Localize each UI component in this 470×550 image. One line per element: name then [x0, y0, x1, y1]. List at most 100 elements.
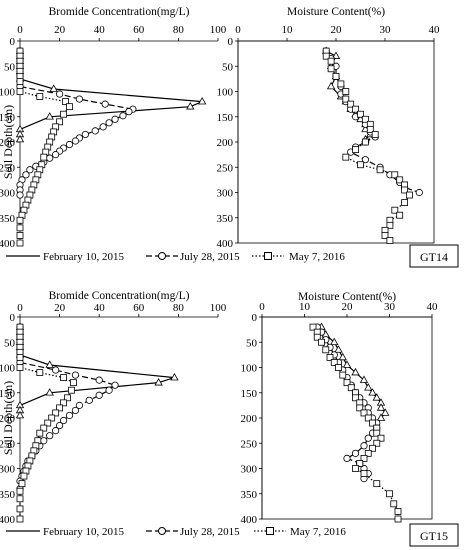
moisture-gt15-point-triangle [330, 337, 339, 346]
gt14-label: GT14 [420, 250, 448, 264]
moisture-gt14-point-square [352, 146, 360, 153]
moisture-gt14-point-circle [415, 188, 423, 197]
bromide-gt14-point-circle [75, 95, 84, 103]
bromide-gt14-point-circle [71, 137, 80, 145]
bromide-gt15-y-tick-label: 50 [4, 337, 16, 349]
bromide-gt15-point-circle [71, 406, 80, 415]
bromide-gt15-x-tick-label: 0 [17, 302, 23, 314]
bromide-gt14-point-circle [101, 100, 109, 108]
moisture-gt14-point-triangle [326, 81, 336, 90]
moisture-gt15-x-tick-label: 40 [427, 301, 439, 313]
moisture-gt15-y-tick-label: 300 [241, 464, 258, 476]
bromide-gt15-point-circle [52, 427, 60, 435]
bromide-gt15-y-tick-label: 250 [0, 438, 16, 450]
bromide-gt15-title: Bromide Concentration(mg/L) [49, 290, 190, 302]
moisture-gt14-point-circle [361, 156, 369, 164]
legend-may-label-2: May 7, 2016 [290, 526, 346, 538]
bromide-gt15-point-triangle [170, 372, 179, 381]
bromide-gt15-point-square [70, 379, 77, 387]
bromide-gt15-point-square [44, 419, 52, 427]
moisture-gt15-y-tick-label: 350 [241, 489, 258, 501]
moisture-gt15-point-triangle [338, 352, 347, 361]
moisture-gt14-point-square [342, 95, 350, 103]
moisture-gt15-point-square [386, 490, 393, 498]
bromide-gt15-x-tick-label: 100 [210, 302, 227, 314]
bromide-gt15-y-tick-label: 100 [0, 363, 16, 375]
bromide-gt14-y-tick-label: 50 [4, 61, 16, 73]
bromide-gt15-point-square [18, 480, 26, 488]
bromide-gt14-point-triangle [186, 102, 195, 110]
bromide-gt14-point-square [16, 232, 24, 239]
moisture-gt14-point-square [381, 232, 389, 239]
bromide-gt14-point-square [62, 98, 69, 105]
bromide-gt14-x-tick-label: 20 [54, 24, 66, 36]
moisture-gt15-y-tick-label: 200 [241, 413, 258, 425]
bromide-gt14-point-circle [119, 112, 127, 120]
moisture-gt15-y-tick-label: 150 [241, 388, 258, 400]
moisture-gt15-point-square [347, 384, 355, 392]
moisture-gt15-point-square [369, 419, 376, 427]
moisture-gt14-point-square [332, 72, 340, 80]
moisture-gt15-point-square [373, 429, 381, 437]
bromide-gt15-point-square [16, 495, 24, 503]
moisture-gt15-point-triangle [381, 408, 390, 416]
moisture-gt15-point-square [360, 409, 368, 417]
legend-may-marker [264, 252, 272, 260]
bromide-gt15-point-triangle [45, 360, 54, 368]
bromide-gt14-point-circle [52, 151, 60, 159]
bromide-gt14-point-square [16, 239, 24, 247]
bromide-gt14-point-square [16, 88, 24, 95]
moisture-gt14-point-square [327, 57, 335, 65]
moisture-gt14-x-tick-label: 10 [282, 24, 294, 36]
moisture-gt14-point-square [327, 65, 335, 73]
legend-jul-label: July 28, 2015 [180, 251, 240, 263]
moisture-gt15-x-tick-label: 0 [259, 301, 265, 313]
moisture-gt15-point-square [330, 359, 338, 366]
bromide-gt15-point-square [56, 404, 63, 412]
bromide-gt15-point-circle [75, 401, 84, 409]
moisture-gt15-point-square [356, 460, 364, 467]
bromide-gt14-point-circle [125, 108, 133, 116]
bromide-gt15-point-triangle [154, 378, 163, 386]
moisture-gt15-point-square [390, 500, 398, 508]
legend-feb-label-2: February 10, 2015 [43, 526, 124, 538]
moisture-gt15-title: Moisture Content(%) [298, 291, 396, 303]
moisture-gt15-series-square-line [312, 326, 399, 519]
bromide-gt15-point-circle [46, 432, 54, 440]
bromide-gt15-point-circle [95, 376, 103, 384]
legend-feb-label: February 10, 2015 [43, 251, 124, 263]
moisture-gt15-point-triangle [364, 383, 373, 391]
bromide-gt15-point-square [48, 414, 56, 422]
bromide-gt14-point-square [16, 224, 24, 232]
bromide-gt14-y-tick-label: 150 [0, 112, 16, 124]
legend-row-bottom: February 10, 2015 July 28, 2015 May 7, 2… [6, 523, 459, 547]
bromide-gt14-series-triangle-line [19, 51, 203, 140]
bromide-gt14-point-square [40, 153, 48, 161]
bromide-gt14-y-tick-label: 300 [0, 188, 16, 200]
bromide-gt15-point-square [16, 505, 24, 513]
moisture-gt15-point-circle [360, 442, 368, 450]
bromide-gt14-panel: Bromide Concentration(mg/L) 0 20 40 60 80 100 0… [0, 6, 227, 250]
bromide-gt15-series-circle-line [19, 327, 117, 489]
moisture-gt15-x-tick-label: 20 [342, 301, 354, 313]
bromide-gt14-x-tick-label: 0 [17, 24, 23, 36]
bromide-gt14-point-square [16, 78, 24, 85]
moisture-gt14-point-square [396, 211, 404, 219]
moisture-gt14-point-square [357, 110, 364, 118]
moisture-gt14-point-square [361, 138, 369, 146]
bromide-gt15-point-circle [71, 371, 80, 379]
bromide-gt14-y-tick-label: 350 [0, 213, 16, 225]
moisture-gt15-point-square [394, 515, 402, 523]
moisture-gt15-point-square [352, 394, 359, 402]
moisture-gt14-point-square [401, 186, 409, 194]
bromide-gt14-y-tick-label: 250 [0, 162, 16, 174]
moisture-gt15-x-tick-label: 30 [384, 301, 396, 313]
bromide-gt15-y-label: Soil Depth(cm) [1, 381, 15, 455]
moisture-gt15-point-square [352, 465, 359, 472]
bromide-gt14-y-label: Soil Depth(cm) [1, 105, 15, 179]
legend-may-marker-2 [266, 527, 274, 535]
moisture-gt15-point-square [369, 444, 376, 452]
bromide-gt15-point-circle [52, 366, 60, 374]
bromide-gt15-point-circle [95, 391, 103, 399]
gt14-label-box [409, 244, 459, 268]
